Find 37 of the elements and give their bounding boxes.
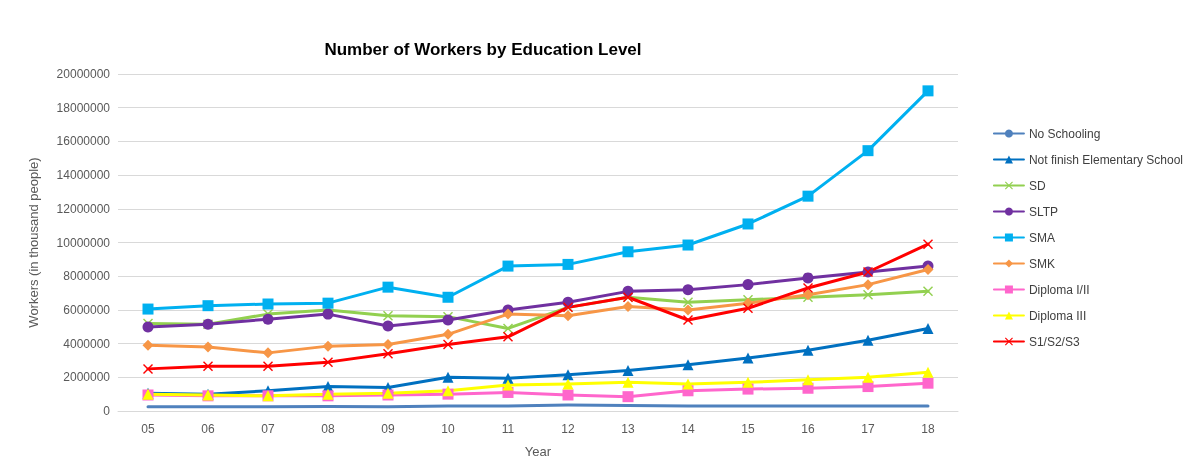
y-tick-label: 6000000 xyxy=(63,302,111,317)
x-tick-label: 11 xyxy=(501,422,515,436)
legend-label: Diploma I/II xyxy=(1028,282,1090,297)
legend-label: Diploma III xyxy=(1028,308,1087,323)
y-tick-label: 20000000 xyxy=(56,67,111,81)
y-tick-label: 18000000 xyxy=(56,100,111,115)
chart-title: Number of Workers by Education Level xyxy=(324,40,642,59)
legend-label: No Schooling xyxy=(1028,126,1101,141)
x-tick-label: 15 xyxy=(741,422,755,436)
y-tick-label: 4000000 xyxy=(63,336,111,351)
y-tick-label: 2000000 xyxy=(63,370,111,385)
x-tick-label: 12 xyxy=(561,422,575,436)
y-tick-label: 8000000 xyxy=(63,269,111,284)
y-tick-label: 0 xyxy=(103,404,111,418)
x-tick-label: 17 xyxy=(861,422,875,436)
x-tick-label: 07 xyxy=(261,422,275,436)
x-tick-label: 10 xyxy=(441,422,455,436)
x-tick-label: 13 xyxy=(621,422,635,436)
x-tick-label: 08 xyxy=(321,422,335,436)
legend-label: S1/S2/S3 xyxy=(1028,334,1080,349)
y-tick-label: 14000000 xyxy=(56,168,111,183)
legend-label: SD xyxy=(1028,178,1046,193)
x-tick-label: 18 xyxy=(921,422,935,436)
legend-label: SMA xyxy=(1028,230,1055,245)
legend-label: Not finish Elementary School xyxy=(1028,152,1184,167)
legend-label: SLTP xyxy=(1028,204,1059,219)
x-tick-label: 14 xyxy=(681,422,695,436)
y-axis-title: Workers (in thousand people) xyxy=(26,157,41,328)
y-tick-label: 12000000 xyxy=(56,201,111,216)
x-tick-label: 09 xyxy=(381,422,395,436)
legend-label: SMK xyxy=(1028,256,1055,271)
y-tick-label: 10000000 xyxy=(56,235,111,250)
y-tick-label: 16000000 xyxy=(56,134,111,149)
x-axis-title: Year xyxy=(524,444,552,459)
x-tick-label: 06 xyxy=(201,422,215,436)
x-tick-label: 05 xyxy=(141,422,155,436)
x-tick-label: 16 xyxy=(801,422,815,436)
